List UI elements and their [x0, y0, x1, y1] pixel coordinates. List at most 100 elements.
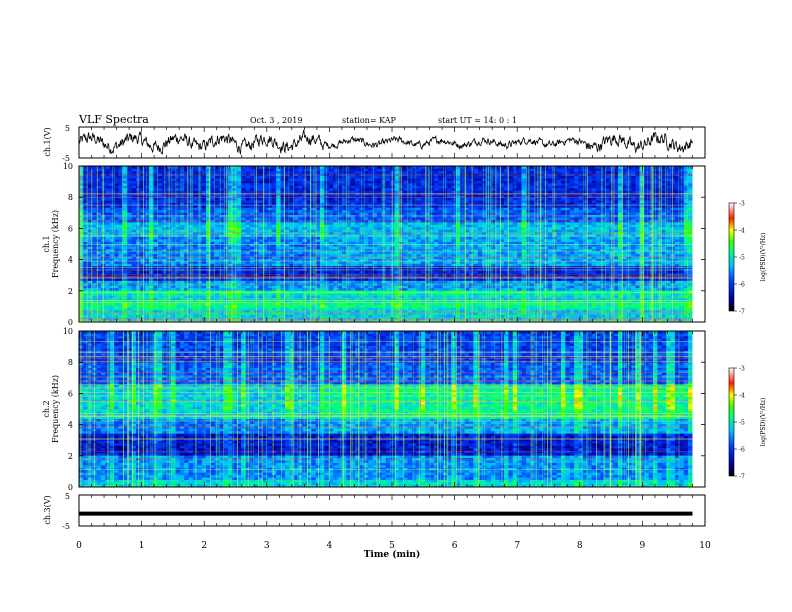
- spectrogram-cell: [241, 300, 246, 303]
- spectrogram-cell: [223, 314, 229, 318]
- spectrogram-cell: [206, 258, 211, 262]
- spectrogram-cell: [79, 224, 84, 228]
- spectrogram-cell: [263, 263, 268, 267]
- spectrogram-cell: [232, 217, 238, 220]
- spectrogram-cell: [298, 314, 303, 318]
- spectrogram-cell: [87, 166, 93, 169]
- spectrogram-cell: [241, 292, 246, 296]
- spectrogram-cell: [355, 287, 360, 291]
- spectrogram-cell: [258, 178, 264, 181]
- spectrogram-cell: [179, 229, 185, 233]
- spectrogram-cell: [355, 253, 360, 257]
- spectrogram-cell: [241, 229, 246, 233]
- spectrogram-cell: [416, 304, 422, 308]
- spectrogram-cell: [236, 231, 242, 235]
- spectrogram-cell: [79, 173, 84, 177]
- spectrogram-cell: [271, 180, 277, 184]
- spectrogram-cell: [298, 263, 303, 267]
- spectrogram-cell: [276, 226, 281, 230]
- spectrogram-cell: [206, 166, 211, 169]
- spectrogram-cell: [118, 261, 124, 264]
- spectrogram-cell: [385, 205, 391, 208]
- spectrogram-cell: [214, 263, 220, 267]
- spectrogram-cell: [227, 195, 233, 198]
- spectrogram-cell: [328, 209, 334, 213]
- spectrogram-cell: [175, 263, 181, 267]
- spectrogram-cell: [219, 224, 224, 228]
- spectrogram-cell: [192, 302, 198, 306]
- spectrogram-cell: [271, 292, 277, 296]
- spectrogram-cell: [201, 202, 207, 206]
- spectrogram-cell: [192, 200, 198, 203]
- spectrogram-cell: [114, 314, 119, 318]
- spectrogram-cell: [210, 304, 216, 308]
- spectrogram-cell: [206, 217, 211, 220]
- spectrogram-cell: [368, 190, 373, 194]
- spectrogram-cell: [355, 302, 360, 306]
- spectrogram-cell: [333, 205, 338, 208]
- spectrogram-cell: [162, 295, 167, 298]
- spectrogram-cell: [403, 205, 408, 208]
- spectrogram-cell: [153, 205, 159, 208]
- spectrogram-cell: [206, 261, 211, 264]
- spectrogram-cell: [127, 222, 132, 225]
- spectrogram-cell: [206, 173, 211, 177]
- spectrogram-cell: [184, 224, 189, 228]
- spectrogram-cell: [210, 248, 216, 252]
- spectrogram-cell: [201, 314, 207, 318]
- spectrogram-cell: [184, 229, 189, 233]
- spectrogram-cell: [201, 263, 207, 267]
- spectrogram-cell: [258, 239, 264, 242]
- spectrogram-cell: [201, 190, 207, 194]
- spectrogram-cell: [232, 261, 238, 264]
- spectrogram-cell: [263, 236, 268, 240]
- spectrogram-cell: [407, 175, 413, 179]
- spectrogram-cell: [175, 251, 181, 255]
- spectrogram-cell: [337, 175, 343, 179]
- spectrogram-cell: [245, 258, 251, 262]
- spectrogram-cell: [407, 226, 413, 230]
- spectrogram-cell: [105, 224, 110, 228]
- spectrogram-cell: [227, 178, 233, 181]
- spectrogram-cell: [271, 200, 277, 203]
- spectrogram-cell: [105, 285, 110, 289]
- spectrogram-cell: [157, 202, 163, 206]
- spectrogram-cell: [328, 185, 334, 189]
- spectrogram-cell: [350, 231, 356, 235]
- spectrogram-cell: [175, 170, 181, 174]
- spectrogram-cell: [171, 217, 176, 220]
- spectrogram-cell: [293, 205, 299, 208]
- spectrogram-cell: [184, 212, 189, 216]
- spectrogram-cell: [144, 251, 150, 255]
- spectrogram-cell: [245, 205, 251, 208]
- spectrogram-cell: [210, 195, 216, 198]
- spectrogram-cell: [175, 224, 181, 228]
- spectrogram-cell: [127, 248, 132, 252]
- spectrogram-cell: [140, 297, 146, 301]
- spectrogram-cell: [206, 314, 211, 318]
- spectrogram-cell: [171, 197, 176, 201]
- spectrogram-cell: [227, 261, 233, 264]
- spectrogram-cell: [210, 270, 216, 274]
- spectrogram-cell: [293, 226, 299, 230]
- spectrogram-cell: [144, 222, 150, 225]
- spectrogram-cell: [118, 287, 124, 291]
- spectrogram-cell: [122, 285, 128, 289]
- spectrogram-cell: [416, 200, 422, 203]
- spectrogram-cell: [153, 231, 159, 235]
- spectrogram-cell: [416, 261, 422, 264]
- spectrogram-cell: [144, 292, 150, 296]
- spectrogram-cell: [350, 183, 356, 186]
- spectrogram-cell: [79, 304, 84, 308]
- spectrogram-cell: [298, 222, 303, 225]
- spectrogram-cell: [337, 253, 343, 257]
- spectrogram-cell: [298, 207, 303, 211]
- spectrogram-cell: [96, 175, 102, 179]
- spectrogram-cell: [201, 197, 207, 201]
- spectrogram-cell: [249, 185, 255, 189]
- spectrogram-cell: [293, 168, 299, 172]
- spectrogram-cell: [385, 312, 391, 315]
- spectrogram-cell: [407, 217, 413, 220]
- spectrogram-cell: [179, 241, 185, 245]
- spectrogram-cell: [140, 309, 146, 313]
